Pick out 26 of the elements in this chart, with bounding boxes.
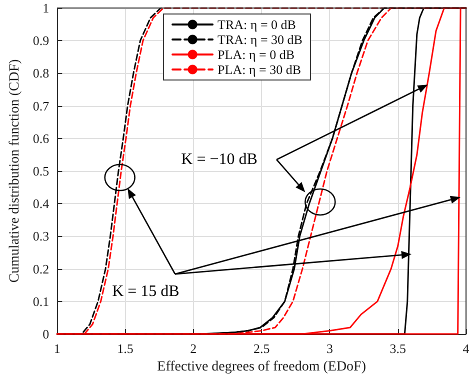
- y-tick-label: 0.9: [32, 33, 50, 48]
- legend-label: TRA: η = 0 dB: [218, 17, 296, 32]
- x-tick-label: 3.5: [390, 341, 406, 356]
- y-tick-label: 0.5: [32, 164, 50, 178]
- y-axis-title: Cumulative distribution function (CDF): [8, 58, 22, 283]
- x-tick-label: 1.5: [117, 341, 134, 356]
- x-axis-title: Effective degrees of freedom (EDoF): [157, 359, 366, 374]
- y-tick-label: 0.2: [32, 261, 50, 276]
- x-tick-label: 2.5: [253, 341, 270, 356]
- annotation: K = 15 dB: [112, 283, 180, 300]
- x-tick-label: 3: [326, 341, 333, 356]
- y-tick-label: 0: [42, 326, 50, 342]
- y-tick-label: 0.8: [32, 66, 50, 81]
- annotation: K = −10 dB: [181, 151, 258, 168]
- legend-label: PLA: η = 30 dB: [218, 62, 302, 77]
- y-tick-label: 1: [42, 0, 50, 16]
- legend-label: PLA: η = 0 dB: [218, 47, 295, 62]
- x-tick-label: 2: [190, 341, 197, 356]
- legend-label: TRA: η = 30 dB: [218, 32, 303, 47]
- y-tick-label: 0.4: [32, 196, 50, 212]
- y-tick-label: 0.1: [32, 294, 50, 309]
- y-tick-label: 0.3: [32, 228, 50, 244]
- x-tick-label: 4: [462, 341, 470, 356]
- x-tick-label: 1: [54, 341, 60, 356]
- y-tick-label: 0.6: [32, 130, 50, 146]
- y-tick-label: 0.7: [32, 98, 50, 114]
